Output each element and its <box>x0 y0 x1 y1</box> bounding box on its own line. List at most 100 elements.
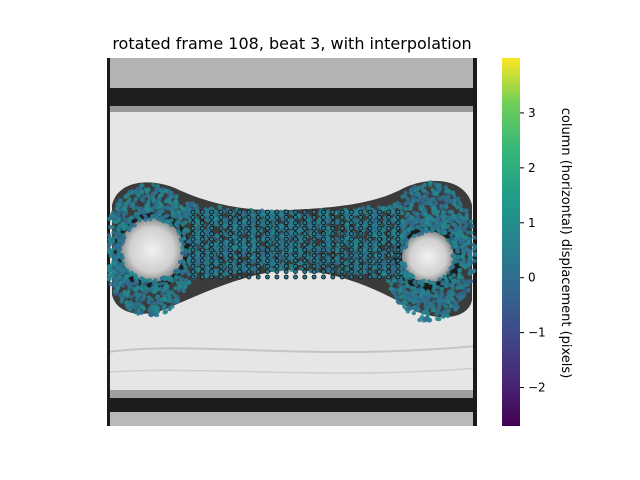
tracked-point <box>414 289 419 295</box>
tracked-point <box>252 221 257 226</box>
tracked-point <box>418 194 423 199</box>
grid-point <box>293 258 298 264</box>
tracked-point <box>317 211 323 216</box>
grid-point <box>302 274 308 280</box>
grid-point <box>255 252 261 258</box>
tracked-point <box>455 205 460 210</box>
tracked-point <box>224 220 229 226</box>
tracked-point <box>437 277 442 282</box>
grid-point <box>302 231 308 237</box>
grid-point <box>321 236 326 242</box>
tracked-point <box>423 304 428 309</box>
tracked-point <box>432 307 437 313</box>
grid-point <box>358 209 364 215</box>
tracked-point <box>458 238 463 244</box>
grid-point <box>367 220 373 226</box>
grid-point <box>237 252 243 258</box>
tracked-point <box>361 205 366 211</box>
grid-point <box>190 263 196 269</box>
tracked-point <box>436 306 441 311</box>
tracked-point <box>468 279 474 284</box>
tracked-point <box>113 291 118 296</box>
tracked-point <box>467 236 472 242</box>
tracked-point <box>165 206 170 211</box>
grid-point <box>190 209 196 215</box>
tracked-point <box>109 241 114 246</box>
tracked-point <box>119 256 125 261</box>
tracked-point <box>173 274 179 280</box>
tracked-point <box>414 282 419 288</box>
grid-point <box>395 263 401 269</box>
tracked-point <box>124 300 129 305</box>
tracked-point <box>353 247 358 252</box>
grid-point <box>190 269 196 275</box>
tracked-point <box>439 298 444 304</box>
grid-point <box>227 247 233 253</box>
tracked-point <box>431 281 437 287</box>
tracked-point <box>146 199 151 204</box>
tracked-point <box>120 283 126 288</box>
grid-point <box>348 252 354 258</box>
tracked-point <box>326 267 332 272</box>
grid-point <box>395 220 401 226</box>
grid-point <box>209 269 215 275</box>
grid-point <box>227 236 233 242</box>
tracked-point <box>410 221 416 227</box>
tracked-point <box>108 249 114 254</box>
tracked-point <box>139 206 145 212</box>
grid-point <box>227 258 233 264</box>
tracked-point <box>442 210 447 215</box>
tracked-point <box>287 217 292 223</box>
grid-point <box>283 231 289 237</box>
tracked-point <box>432 190 437 196</box>
grid-point <box>395 231 401 237</box>
tracked-point <box>453 223 458 229</box>
grid-point <box>302 236 308 242</box>
grid-point <box>293 236 298 242</box>
grid-point <box>367 269 373 275</box>
grid-point <box>293 225 298 231</box>
grid-point <box>199 236 205 242</box>
tracked-point <box>457 259 463 265</box>
tracked-point <box>140 183 145 188</box>
tracked-point <box>144 204 150 209</box>
grid-point <box>395 258 401 264</box>
grid-point <box>302 225 308 231</box>
grid-point <box>283 209 289 215</box>
grid-point <box>199 225 205 231</box>
tracked-point <box>448 198 454 204</box>
grid-point <box>237 247 243 253</box>
tracked-point <box>137 301 142 306</box>
tracked-point <box>382 215 388 220</box>
tracked-point <box>158 281 163 286</box>
grid-point <box>395 236 401 242</box>
tracked-point <box>251 258 256 263</box>
tracked-point <box>442 302 448 308</box>
grid-point <box>395 214 401 220</box>
tracked-point <box>152 197 157 202</box>
tracked-point <box>345 215 350 221</box>
tracked-point <box>387 204 393 209</box>
grid-point <box>237 225 243 231</box>
tracked-point <box>141 296 146 302</box>
tracked-point <box>162 297 168 302</box>
grid-point <box>348 236 354 242</box>
tracked-point <box>426 302 432 308</box>
grid-point <box>386 252 392 258</box>
grid-point <box>274 252 280 258</box>
grid-point <box>246 274 252 280</box>
grid-point <box>367 236 373 242</box>
grid-point <box>311 247 317 253</box>
grid-point <box>199 242 205 247</box>
tracked-point <box>136 311 141 316</box>
grid-point <box>227 269 233 275</box>
grid-point <box>246 214 252 220</box>
tracked-point <box>469 230 474 235</box>
tracked-point <box>419 298 424 304</box>
tracked-point <box>168 276 174 281</box>
tracked-point <box>461 228 467 233</box>
grid-point <box>330 209 336 215</box>
tracked-point <box>408 215 414 220</box>
tracked-point <box>277 255 283 260</box>
grid-point <box>218 236 224 242</box>
